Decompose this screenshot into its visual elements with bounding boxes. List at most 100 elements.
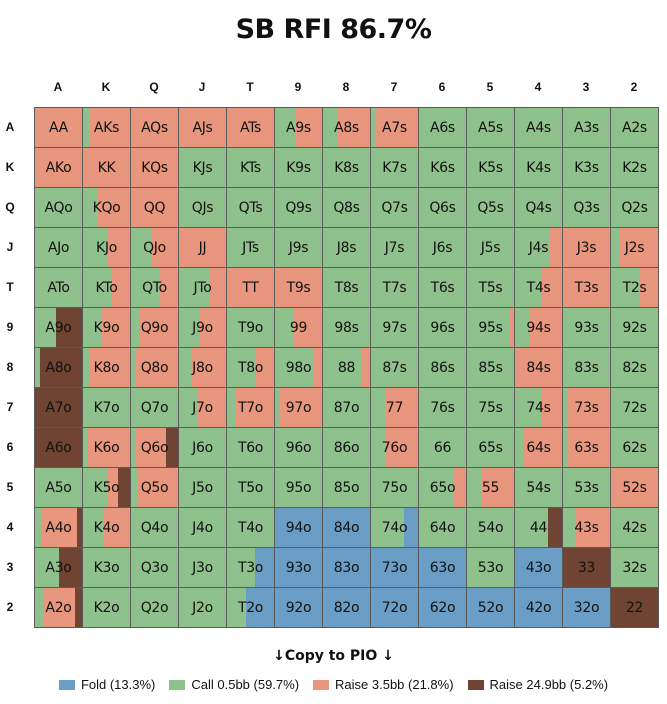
hand-cell[interactable]: 32s	[610, 547, 659, 588]
hand-cell[interactable]: KJo	[82, 227, 131, 268]
hand-cell[interactable]: JJ	[178, 227, 227, 268]
hand-cell[interactable]: 64s	[514, 427, 563, 468]
hand-cell[interactable]: A9o	[34, 307, 83, 348]
hand-cell[interactable]: 98s	[322, 307, 371, 348]
hand-cell[interactable]: J4o	[178, 507, 227, 548]
hand-cell[interactable]: T6o	[226, 427, 275, 468]
hand-cell[interactable]: JTo	[178, 267, 227, 308]
hand-cell[interactable]: 73s	[562, 387, 611, 428]
hand-cell[interactable]: 62o	[418, 587, 467, 628]
hand-cell[interactable]: Q2s	[610, 187, 659, 228]
hand-cell[interactable]: 92o	[274, 587, 323, 628]
hand-cell[interactable]: 84o	[322, 507, 371, 548]
hand-cell[interactable]: 33	[562, 547, 611, 588]
hand-cell[interactable]: 82o	[322, 587, 371, 628]
hand-cell[interactable]: K8o	[82, 347, 131, 388]
hand-cell[interactable]: KJs	[178, 147, 227, 188]
hand-cell[interactable]: Q9o	[130, 307, 179, 348]
hand-cell[interactable]: 63o	[418, 547, 467, 588]
hand-cell[interactable]: Q3o	[130, 547, 179, 588]
hand-cell[interactable]: A4s	[514, 107, 563, 148]
hand-cell[interactable]: A5o	[34, 467, 83, 508]
hand-cell[interactable]: T9o	[226, 307, 275, 348]
hand-cell[interactable]: 43s	[562, 507, 611, 548]
hand-cell[interactable]: K3o	[82, 547, 131, 588]
hand-cell[interactable]: K9o	[82, 307, 131, 348]
hand-cell[interactable]: Q3s	[562, 187, 611, 228]
hand-cell[interactable]: QJs	[178, 187, 227, 228]
hand-cell[interactable]: KQo	[82, 187, 131, 228]
hand-cell[interactable]: 94s	[514, 307, 563, 348]
hand-cell[interactable]: AKs	[82, 107, 131, 148]
hand-cell[interactable]: 74o	[370, 507, 419, 548]
hand-cell[interactable]: 96s	[418, 307, 467, 348]
hand-cell[interactable]: 95o	[274, 467, 323, 508]
hand-cell[interactable]: ATo	[34, 267, 83, 308]
hand-cell[interactable]: T3s	[562, 267, 611, 308]
hand-cell[interactable]: T2o	[226, 587, 275, 628]
hand-cell[interactable]: QTs	[226, 187, 275, 228]
hand-cell[interactable]: 22	[610, 587, 659, 628]
hand-cell[interactable]: A7o	[34, 387, 83, 428]
hand-cell[interactable]: J7s	[370, 227, 419, 268]
hand-cell[interactable]: 93o	[274, 547, 323, 588]
hand-cell[interactable]: 94o	[274, 507, 323, 548]
hand-cell[interactable]: 95s	[466, 307, 515, 348]
hand-cell[interactable]: J2o	[178, 587, 227, 628]
hand-cell[interactable]: K9s	[274, 147, 323, 188]
hand-cell[interactable]: 65o	[418, 467, 467, 508]
hand-cell[interactable]: JTs	[226, 227, 275, 268]
hand-cell[interactable]: 53o	[466, 547, 515, 588]
hand-cell[interactable]: J2s	[610, 227, 659, 268]
hand-cell[interactable]: 43o	[514, 547, 563, 588]
hand-cell[interactable]: 73o	[370, 547, 419, 588]
hand-cell[interactable]: QQ	[130, 187, 179, 228]
hand-cell[interactable]: 92s	[610, 307, 659, 348]
hand-cell[interactable]: K6s	[418, 147, 467, 188]
hand-cell[interactable]: K3s	[562, 147, 611, 188]
hand-cell[interactable]: 98o	[274, 347, 323, 388]
copy-to-pio-button[interactable]: ↓Copy to PIO ↓	[273, 648, 394, 664]
hand-cell[interactable]: 83s	[562, 347, 611, 388]
hand-cell[interactable]: J9o	[178, 307, 227, 348]
hand-cell[interactable]: T4s	[514, 267, 563, 308]
hand-cell[interactable]: A3o	[34, 547, 83, 588]
hand-cell[interactable]: J8s	[322, 227, 371, 268]
hand-cell[interactable]: 72s	[610, 387, 659, 428]
hand-cell[interactable]: K5o	[82, 467, 131, 508]
hand-cell[interactable]: 76s	[418, 387, 467, 428]
hand-cell[interactable]: T5s	[466, 267, 515, 308]
hand-cell[interactable]: A6o	[34, 427, 83, 468]
hand-cell[interactable]: A8o	[34, 347, 83, 388]
hand-cell[interactable]: J4s	[514, 227, 563, 268]
hand-cell[interactable]: K8s	[322, 147, 371, 188]
hand-cell[interactable]: A5s	[466, 107, 515, 148]
hand-cell[interactable]: QTo	[130, 267, 179, 308]
hand-cell[interactable]: 93s	[562, 307, 611, 348]
hand-cell[interactable]: Q2o	[130, 587, 179, 628]
hand-cell[interactable]: KQs	[130, 147, 179, 188]
hand-cell[interactable]: AJs	[178, 107, 227, 148]
hand-cell[interactable]: K2s	[610, 147, 659, 188]
hand-cell[interactable]: Q6s	[418, 187, 467, 228]
hand-cell[interactable]: AQo	[34, 187, 83, 228]
hand-cell[interactable]: 53s	[562, 467, 611, 508]
hand-cell[interactable]: 52o	[466, 587, 515, 628]
hand-cell[interactable]: K2o	[82, 587, 131, 628]
hand-cell[interactable]: A7s	[370, 107, 419, 148]
hand-cell[interactable]: AJo	[34, 227, 83, 268]
hand-cell[interactable]: K5s	[466, 147, 515, 188]
hand-cell[interactable]: AKo	[34, 147, 83, 188]
hand-cell[interactable]: J3o	[178, 547, 227, 588]
hand-cell[interactable]: T4o	[226, 507, 275, 548]
hand-cell[interactable]: Q7s	[370, 187, 419, 228]
hand-cell[interactable]: 83o	[322, 547, 371, 588]
hand-cell[interactable]: A8s	[322, 107, 371, 148]
hand-cell[interactable]: 75o	[370, 467, 419, 508]
hand-cell[interactable]: T7o	[226, 387, 275, 428]
hand-cell[interactable]: 63s	[562, 427, 611, 468]
hand-cell[interactable]: J6s	[418, 227, 467, 268]
hand-cell[interactable]: 99	[274, 307, 323, 348]
hand-cell[interactable]: A3s	[562, 107, 611, 148]
hand-cell[interactable]: Q4s	[514, 187, 563, 228]
